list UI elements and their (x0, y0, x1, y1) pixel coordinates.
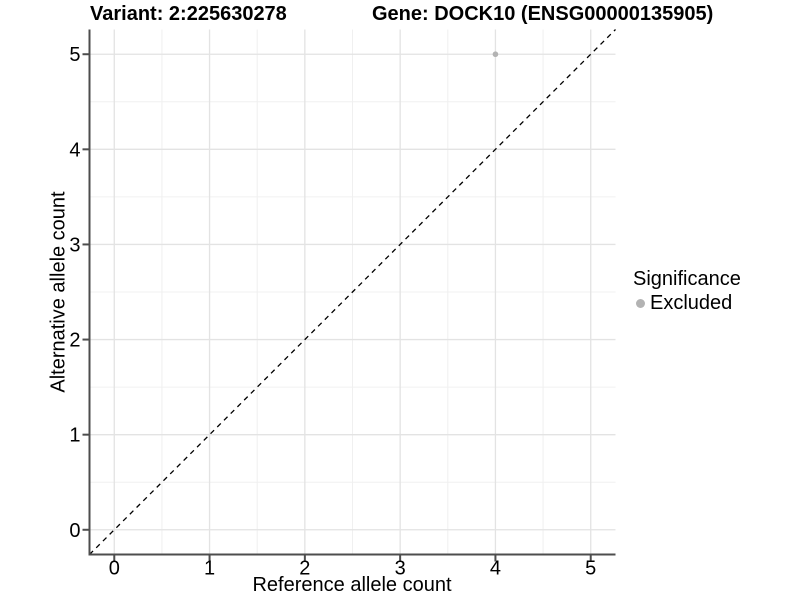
y-tick-label: 3 (69, 234, 80, 256)
x-tick-label: 0 (109, 558, 120, 580)
y-tick-label: 5 (69, 44, 80, 66)
y-tick-label: 0 (69, 520, 80, 542)
y-tick-label: 2 (69, 330, 80, 352)
y-axis-label: Alternative allele count (47, 191, 70, 393)
x-tick-label: 1 (204, 558, 215, 580)
y-tick-label: 4 (69, 139, 80, 161)
x-tick-label: 3 (395, 558, 406, 580)
plot-title-variant: Variant: 2:225630278 (90, 3, 287, 25)
x-axis-label: Reference allele count (252, 574, 452, 596)
legend: Significance Excluded (633, 268, 741, 315)
legend-point-icon (636, 299, 645, 308)
identity-dashed-line (89, 29, 616, 555)
x-tick-label: 5 (585, 558, 596, 580)
legend-entry-excluded: Excluded (633, 292, 741, 315)
legend-entry-label: Excluded (650, 292, 733, 314)
plot-title-gene: Gene: DOCK10 (ENSG00000135905) (372, 3, 714, 25)
x-tick-label: 2 (299, 558, 310, 580)
legend-title: Significance (633, 268, 741, 290)
data-point (492, 51, 499, 58)
x-tick-label: 4 (490, 558, 501, 580)
y-tick-label: 1 (69, 425, 80, 447)
